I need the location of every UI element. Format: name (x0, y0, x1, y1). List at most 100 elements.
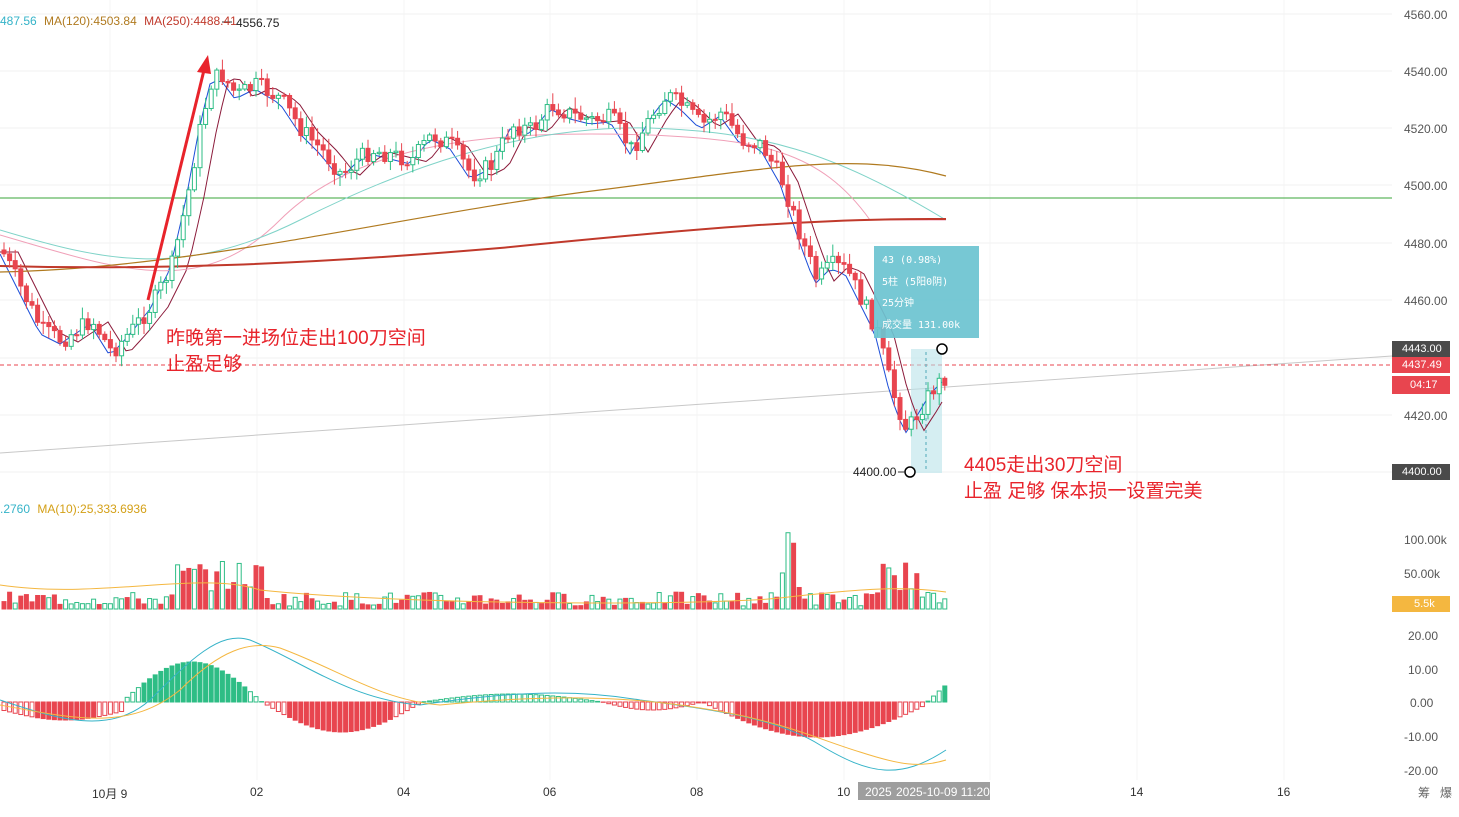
volume-bar (320, 603, 326, 610)
candle (253, 77, 259, 92)
volume-bar (236, 562, 242, 610)
macd-tick: -20.00 (1404, 764, 1439, 778)
candle (163, 279, 169, 283)
macd-bar (270, 701, 276, 709)
volume-bar (63, 599, 69, 610)
volume-bar (231, 582, 237, 610)
macd-bar (897, 701, 903, 718)
macd-bar (331, 701, 337, 733)
annotation-2-line1: 4405走出30刀空间 (964, 455, 1123, 476)
macd-tick: 10.00 (1408, 663, 1439, 677)
candle (550, 104, 556, 111)
volume-bar (337, 605, 343, 610)
volume-bar (1, 601, 7, 610)
candle (343, 170, 349, 173)
volume-bar (908, 588, 914, 610)
measure-start-handle[interactable] (904, 466, 916, 478)
candle (40, 321, 46, 324)
candle (23, 285, 29, 303)
macd-bar (443, 698, 449, 703)
candle (331, 163, 337, 175)
candle (723, 111, 729, 115)
volume-bar (589, 594, 595, 610)
volume-bar (847, 596, 853, 610)
macd-bar (880, 701, 886, 725)
candle (533, 122, 539, 130)
volume-bar (863, 593, 869, 610)
macd-bar (180, 662, 186, 703)
volume-bar (679, 591, 685, 610)
candle (746, 144, 752, 147)
candle (561, 114, 567, 119)
red-arrow (146, 65, 207, 301)
volume-bar (365, 604, 371, 610)
candle (863, 299, 869, 305)
volume-tick: 50.00k (1404, 567, 1441, 581)
volume-bar (270, 604, 276, 610)
volume-bar (175, 564, 181, 610)
liquidation-icon[interactable]: 爆 (1440, 786, 1453, 800)
volume-bar (191, 568, 197, 610)
macd-bar (852, 701, 858, 733)
chip-icon[interactable]: 筹 (1418, 786, 1431, 800)
volume-bar (729, 600, 735, 610)
trend-line[interactable] (0, 355, 1393, 454)
volume-bar (348, 599, 354, 610)
volume-bar (57, 603, 63, 610)
volume-bar (561, 593, 567, 610)
candle (914, 416, 920, 421)
macd-bar (645, 701, 651, 711)
candle (102, 333, 108, 341)
price-tick: 4480.00 (1404, 237, 1448, 251)
candle (231, 82, 237, 91)
volume-bar (891, 575, 897, 610)
macd-bar (768, 701, 774, 731)
volume-bar (85, 603, 91, 610)
volume-bar (914, 573, 920, 610)
candle (667, 92, 673, 102)
volume-bar (651, 602, 657, 610)
measure-end-handle[interactable] (936, 343, 948, 355)
volume-bar (264, 598, 270, 610)
candle (354, 158, 360, 171)
macd-histogram (0, 637, 948, 771)
volume-bar (68, 603, 74, 610)
volume-bar (544, 599, 550, 610)
candle (673, 92, 679, 95)
volume-bar (180, 570, 186, 610)
volume-bar (443, 600, 449, 610)
candle (847, 263, 853, 274)
ma250-value: MA(250):4488.41 (144, 14, 237, 28)
volume-legend: .2760 MA(10):25,333.6936 (0, 502, 147, 516)
macd-bar (931, 695, 937, 703)
macd-bar (511, 693, 517, 703)
macd-bar (371, 701, 377, 727)
macd-bar (147, 678, 153, 703)
price-tick: 4520.00 (1404, 122, 1448, 136)
candle (29, 301, 35, 306)
volume-bar (7, 591, 13, 610)
volume-bar (567, 603, 573, 610)
candle (886, 347, 892, 371)
candle (270, 94, 276, 99)
candle (399, 150, 405, 166)
candle (578, 112, 584, 120)
volume-bar (942, 598, 948, 610)
volume-bar (186, 567, 192, 610)
vol-ma10-value: MA(10):25,333.6936 (37, 502, 147, 516)
tag-bg-vol (1392, 596, 1450, 612)
volume-bar (690, 596, 696, 610)
volume-bar (707, 600, 713, 610)
volume-bar (539, 603, 545, 610)
candle (236, 88, 242, 91)
macd-bar (667, 701, 673, 710)
candle (763, 140, 769, 156)
candle (852, 272, 858, 281)
macd-bar (141, 682, 147, 703)
candle (511, 126, 517, 139)
candle (567, 108, 573, 119)
moving-averages (0, 78, 947, 434)
candle (225, 80, 231, 84)
candle (712, 118, 718, 121)
